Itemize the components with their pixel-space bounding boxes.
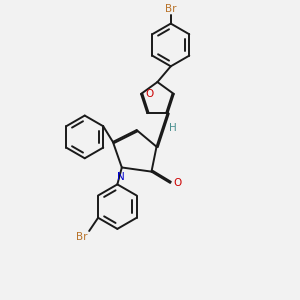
- Text: O: O: [173, 178, 182, 188]
- Text: O: O: [145, 89, 154, 99]
- Text: N: N: [117, 172, 124, 182]
- Text: H: H: [169, 123, 176, 133]
- Text: Br: Br: [76, 232, 88, 242]
- Text: Br: Br: [165, 4, 176, 14]
